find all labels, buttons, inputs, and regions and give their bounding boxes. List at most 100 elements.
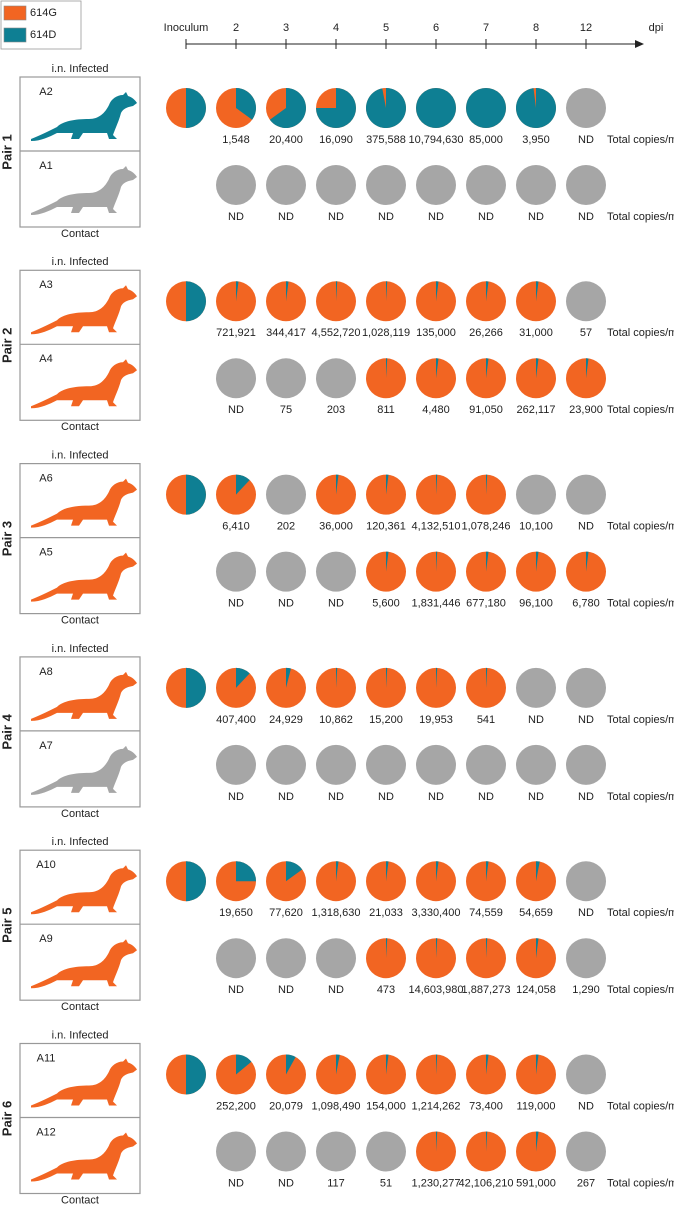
copies-label: 135,000: [416, 327, 456, 339]
copies-label: ND: [328, 598, 344, 610]
copies-label: 1,831,446: [412, 598, 461, 610]
pie-614D: [536, 1131, 539, 1152]
pie-614D: [336, 667, 338, 688]
pie-614D: [186, 474, 206, 515]
copies-label: 23,900: [569, 404, 603, 416]
copies-unit: Total copies/ml: [607, 327, 674, 339]
copies-label: 4,552,720: [312, 327, 361, 339]
copies-label: 20,079: [269, 1100, 303, 1112]
no-data-pie: [416, 165, 456, 205]
copies-label: 57: [580, 327, 592, 339]
legend-label: 614D: [30, 29, 56, 41]
caption-infected: i.n. Infected: [52, 63, 109, 75]
copies-label: 24,929: [269, 714, 303, 726]
no-data-pie: [216, 165, 256, 205]
copies-label: ND: [378, 791, 394, 803]
pair-label: Pair 6: [0, 1101, 14, 1136]
pie-614D: [316, 88, 356, 128]
no-data-pie: [566, 281, 606, 322]
pie-614D: [336, 861, 339, 882]
animal-id: A4: [39, 353, 52, 365]
copies-label: 96,100: [519, 598, 553, 610]
copies-label: 5,600: [372, 598, 400, 610]
pie-614D: [436, 474, 438, 495]
timeline-label: 12: [580, 22, 592, 34]
animal-id: A9: [39, 933, 52, 945]
ferret-silhouette: [31, 1132, 137, 1182]
copies-label: 1,028,119: [362, 327, 410, 339]
no-data-pie: [266, 1131, 306, 1172]
copies-label: 119,000: [517, 1100, 556, 1112]
pie-614D: [466, 88, 506, 128]
caption-infected: i.n. Infected: [52, 450, 109, 462]
pair-label: Pair 1: [0, 134, 14, 169]
copies-unit: Total copies/ml: [607, 404, 674, 416]
pie-614D: [486, 667, 488, 688]
ferret-silhouette: [31, 285, 137, 335]
copies-label: ND: [578, 714, 594, 726]
animal-id: A10: [36, 859, 56, 871]
ferret-silhouette: [31, 745, 137, 795]
pie-614D: [436, 551, 438, 572]
copies-label: 1,230,277: [412, 1177, 461, 1189]
pie-614D: [386, 474, 389, 495]
copies-label: 1,214,262: [412, 1100, 461, 1112]
no-data-pie: [266, 165, 306, 205]
pie-614D: [386, 667, 388, 688]
no-data-pie: [566, 1131, 606, 1172]
copies-label: 77,620: [269, 907, 303, 919]
legend-swatch: [3, 5, 27, 21]
copies-label: 541: [477, 714, 495, 726]
copies-label: 1,318,630: [312, 907, 361, 919]
no-data-pie: [216, 938, 256, 979]
copies-label: 20,400: [269, 134, 303, 146]
copies-label: ND: [578, 521, 594, 533]
copies-label: ND: [428, 791, 444, 803]
caption-contact: Contact: [61, 1001, 99, 1013]
no-data-pie: [566, 1054, 606, 1095]
pair-label: Pair 4: [0, 713, 14, 749]
timeline-label: 7: [483, 22, 489, 34]
pie-614D: [586, 551, 589, 572]
no-data-pie: [516, 474, 556, 515]
animal-id: A12: [36, 1126, 56, 1138]
pie-614D: [269, 88, 307, 128]
no-data-pie: [566, 861, 606, 902]
pie-614D: [486, 358, 489, 379]
ferret-silhouette: [31, 92, 137, 141]
pie-614D: [436, 281, 439, 302]
copies-label: ND: [228, 404, 244, 416]
no-data-pie: [366, 165, 406, 205]
timeline-label: 4: [333, 22, 339, 34]
ferret-silhouette: [31, 166, 137, 215]
copies-label: ND: [578, 1100, 594, 1112]
copies-label: 202: [277, 521, 295, 533]
pie-614D: [536, 1054, 539, 1075]
pie-614D: [186, 281, 206, 322]
no-data-pie: [566, 165, 606, 205]
pie-614D: [386, 358, 388, 379]
no-data-pie: [566, 474, 606, 515]
animal-id: A3: [39, 279, 52, 291]
copies-label: 120,361: [366, 521, 406, 533]
copies-label: 6,780: [572, 598, 600, 610]
copies-label: 19,953: [419, 714, 453, 726]
pie-614D: [486, 474, 488, 495]
copies-unit: Total copies/ml: [607, 791, 674, 803]
copies-label: 10,794,630: [408, 134, 463, 146]
no-data-pie: [316, 165, 356, 205]
pie-614D: [186, 861, 206, 902]
copies-label: ND: [228, 791, 244, 803]
no-data-pie: [416, 744, 456, 785]
copies-label: ND: [278, 1177, 294, 1189]
copies-label: 10,100: [519, 521, 553, 533]
animal-id: A8: [39, 666, 52, 678]
copies-label: 10,862: [319, 714, 353, 726]
copies-label: ND: [228, 984, 244, 996]
pie-614D: [436, 1131, 438, 1152]
copies-unit: Total copies/ml: [607, 1100, 674, 1112]
copies-label: 31,000: [519, 327, 553, 339]
copies-unit: Total copies/ml: [607, 211, 674, 223]
pie-614D: [236, 667, 250, 688]
copies-label: 85,000: [469, 134, 503, 146]
